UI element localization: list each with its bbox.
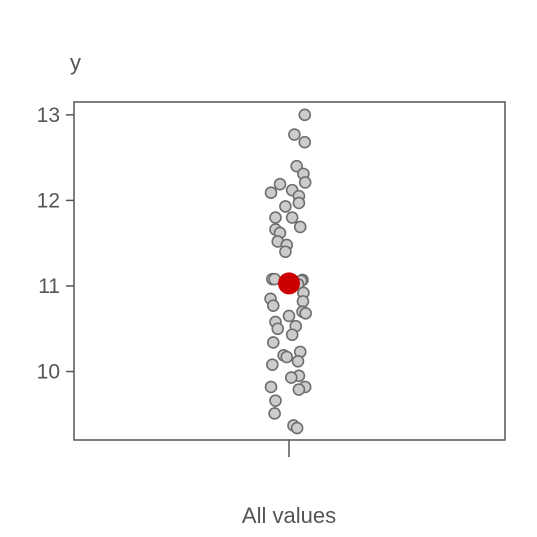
y-tick-label: 12 [37,189,60,212]
data-point [292,383,306,396]
y-axis-title: y [70,50,81,75]
data-point [266,358,279,371]
y-axis: 10 11 12 13 [37,104,74,384]
data-point [290,421,304,435]
data-point [284,371,298,384]
data-point [282,309,296,323]
data-point [292,196,306,210]
data-point [298,135,312,149]
data-point [266,299,280,312]
data-point [264,380,278,394]
data-point [285,328,299,342]
data-point [271,322,285,336]
y-tick-label: 13 [37,104,60,127]
data-point [273,177,287,191]
y-tick-label: 10 [37,361,60,384]
data-point [268,407,281,420]
data-point [291,354,305,368]
data-point [269,211,282,224]
plot-frame [73,101,506,441]
data-point [266,336,280,349]
data-point [279,245,292,259]
x-axis-title: All values [242,503,336,528]
data-point [269,394,282,407]
data-point [298,176,312,189]
data-point [264,186,278,200]
data-point [293,220,307,234]
data-point [299,307,312,320]
data-point [280,350,294,364]
data-point [288,128,301,141]
summary-marker-layer [278,272,300,295]
summary-marker [278,272,300,295]
data-points [264,108,312,435]
y-tick-label: 11 [38,275,60,298]
data-point [285,211,299,224]
data-point [296,295,310,308]
data-point [298,108,312,122]
data-point [279,200,292,213]
data-point [290,159,303,173]
